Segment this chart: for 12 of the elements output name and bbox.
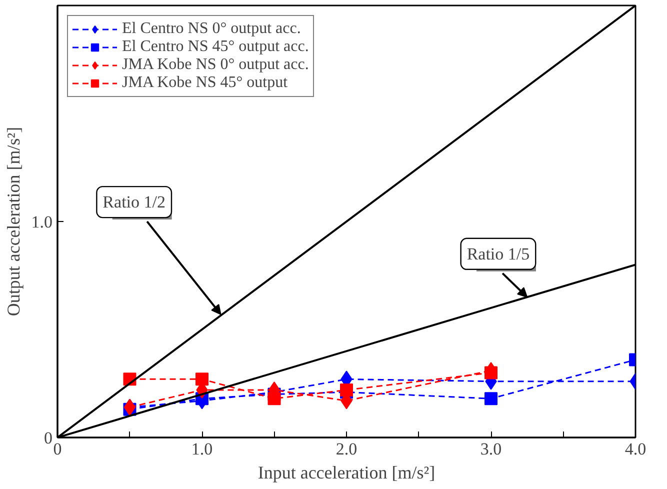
legend-label: El Centro NS 45° output acc.	[122, 38, 309, 56]
legend-label: El Centro NS 0° output acc.	[122, 20, 301, 38]
x-tick-label: 4.0	[624, 440, 646, 458]
annotation: Ratio 1/5	[466, 244, 530, 264]
annotation: Ratio 1/2	[102, 192, 166, 212]
legend-label: JMA Kobe NS 45° output	[122, 74, 288, 92]
x-tick-label: 3.0	[480, 440, 502, 458]
x-tick-label: 1.0	[191, 440, 213, 458]
x-axis-title: Input acceleration [m/s²]	[258, 462, 436, 482]
y-axis-title: Output acceleration [m/s²]	[3, 126, 24, 316]
x-tick-label: 2.0	[336, 440, 358, 458]
legend-label: JMA Kobe NS 0° output acc.	[122, 56, 309, 74]
